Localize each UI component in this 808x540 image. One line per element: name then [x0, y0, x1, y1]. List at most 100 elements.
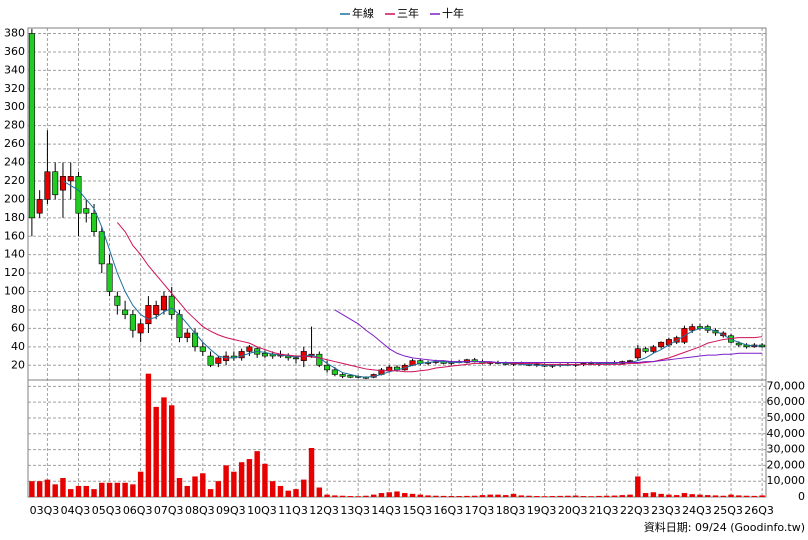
volume-bar	[549, 496, 556, 497]
volume-bar	[370, 494, 377, 497]
candle-body	[627, 360, 634, 362]
volume-bar	[604, 495, 610, 497]
volume-bar	[689, 494, 695, 497]
y2-tick-label: 60,000	[767, 395, 806, 408]
volume-bar	[627, 494, 633, 497]
volume-bar	[60, 478, 66, 497]
x-tick-label: 11Q3	[278, 504, 308, 517]
x-tick-label: 14Q3	[371, 504, 401, 517]
candle-body	[650, 346, 657, 352]
x-tick-label: 15Q3	[402, 504, 432, 517]
volume-bar	[658, 493, 664, 497]
x-tick-label: 26Q3	[744, 504, 774, 517]
y-tick-label: 40	[11, 340, 25, 353]
volume-bar	[223, 465, 229, 497]
volume-bar	[176, 478, 183, 497]
x-tick-label: 12Q3	[309, 504, 339, 517]
volume-bar	[91, 489, 97, 497]
candle-body	[106, 263, 113, 292]
y-tick-label: 80	[11, 303, 25, 316]
x-tick-label: 21Q3	[589, 504, 619, 517]
y-tick-label: 220	[4, 174, 25, 187]
candle-body	[52, 171, 59, 196]
volume-bar	[565, 495, 571, 497]
volume-bar	[619, 495, 626, 497]
x-tick-label: 13Q3	[340, 504, 370, 517]
volume-bar	[168, 405, 175, 497]
volume-bar	[673, 495, 680, 497]
volume-bar	[277, 485, 284, 497]
ma-line	[62, 180, 763, 378]
legend-label: 三年	[397, 6, 419, 20]
volume-bar	[495, 494, 501, 497]
volume-bar	[153, 406, 159, 497]
volume-bar	[200, 473, 206, 497]
x-tick-label: 24Q3	[682, 504, 712, 517]
volume-bar	[363, 495, 369, 497]
volume-bar	[697, 494, 703, 497]
volume-bar	[246, 459, 253, 497]
volume-bar	[464, 495, 470, 497]
candle-body	[44, 171, 51, 200]
y-tick-label: 180	[4, 211, 25, 224]
x-tick-label: 05Q3	[92, 504, 122, 517]
candle-body	[75, 176, 82, 214]
x-tick-label: 16Q3	[434, 504, 464, 517]
candle-body	[145, 305, 152, 325]
volume-bar	[316, 487, 323, 497]
y-tick-label: 160	[4, 229, 25, 242]
y-tick-label: 380	[4, 27, 25, 40]
volume-bar	[487, 494, 493, 497]
candle-body	[199, 346, 206, 352]
volume-bar	[114, 482, 121, 497]
candle-body	[129, 314, 136, 331]
volume-bar	[541, 496, 548, 497]
x-tick-label: 22Q3	[620, 504, 650, 517]
candle-body	[642, 348, 649, 352]
footnote: 資料日期: 09/24 (Goodinfo.tw)	[644, 520, 805, 534]
y-tick-label: 300	[4, 100, 25, 113]
volume-bar	[269, 481, 276, 497]
volume-bar	[137, 471, 144, 497]
volume-bar	[301, 479, 307, 497]
candle-body	[28, 33, 35, 219]
y-tick-label: 360	[4, 45, 25, 58]
volume-bar	[666, 494, 672, 497]
y-tick-label: 320	[4, 82, 25, 95]
volume-bar	[534, 496, 540, 497]
x-tick-label: 08Q3	[185, 504, 215, 517]
candle-body	[658, 341, 665, 348]
candle-body	[215, 357, 222, 364]
candle-body	[36, 199, 43, 214]
volume-bar	[510, 493, 517, 497]
volume-bar	[394, 491, 400, 497]
volume-bar	[557, 495, 563, 497]
y-tick-label: 280	[4, 119, 25, 132]
volume-bar	[386, 492, 392, 497]
volume-bar	[36, 481, 43, 497]
candle-body	[153, 305, 160, 315]
y-tick-label: 100	[4, 285, 25, 298]
candle-body	[176, 314, 183, 338]
y-tick-label: 60	[11, 321, 25, 334]
volume-bar	[145, 373, 152, 497]
volume-bar	[184, 485, 190, 497]
x-tick-label: 20Q3	[558, 504, 588, 517]
volume-bar	[759, 495, 765, 497]
y-tick-label: 140	[4, 248, 25, 261]
volume-bar	[425, 495, 431, 497]
volume-bar	[324, 494, 330, 497]
volume-bar	[293, 489, 299, 497]
candle-body	[91, 212, 98, 232]
volume-bar	[308, 447, 315, 497]
x-tick-label: 07Q3	[154, 504, 184, 517]
volume-bar	[44, 479, 51, 497]
y-tick-label: 20	[11, 358, 25, 371]
volume-bar	[417, 494, 424, 497]
y-tick-label: 260	[4, 137, 25, 150]
candle-body	[83, 208, 90, 214]
volume-bar	[347, 496, 354, 497]
volume-bar	[588, 496, 594, 497]
x-tick-label: 17Q3	[465, 504, 495, 517]
candle-body	[184, 332, 191, 338]
